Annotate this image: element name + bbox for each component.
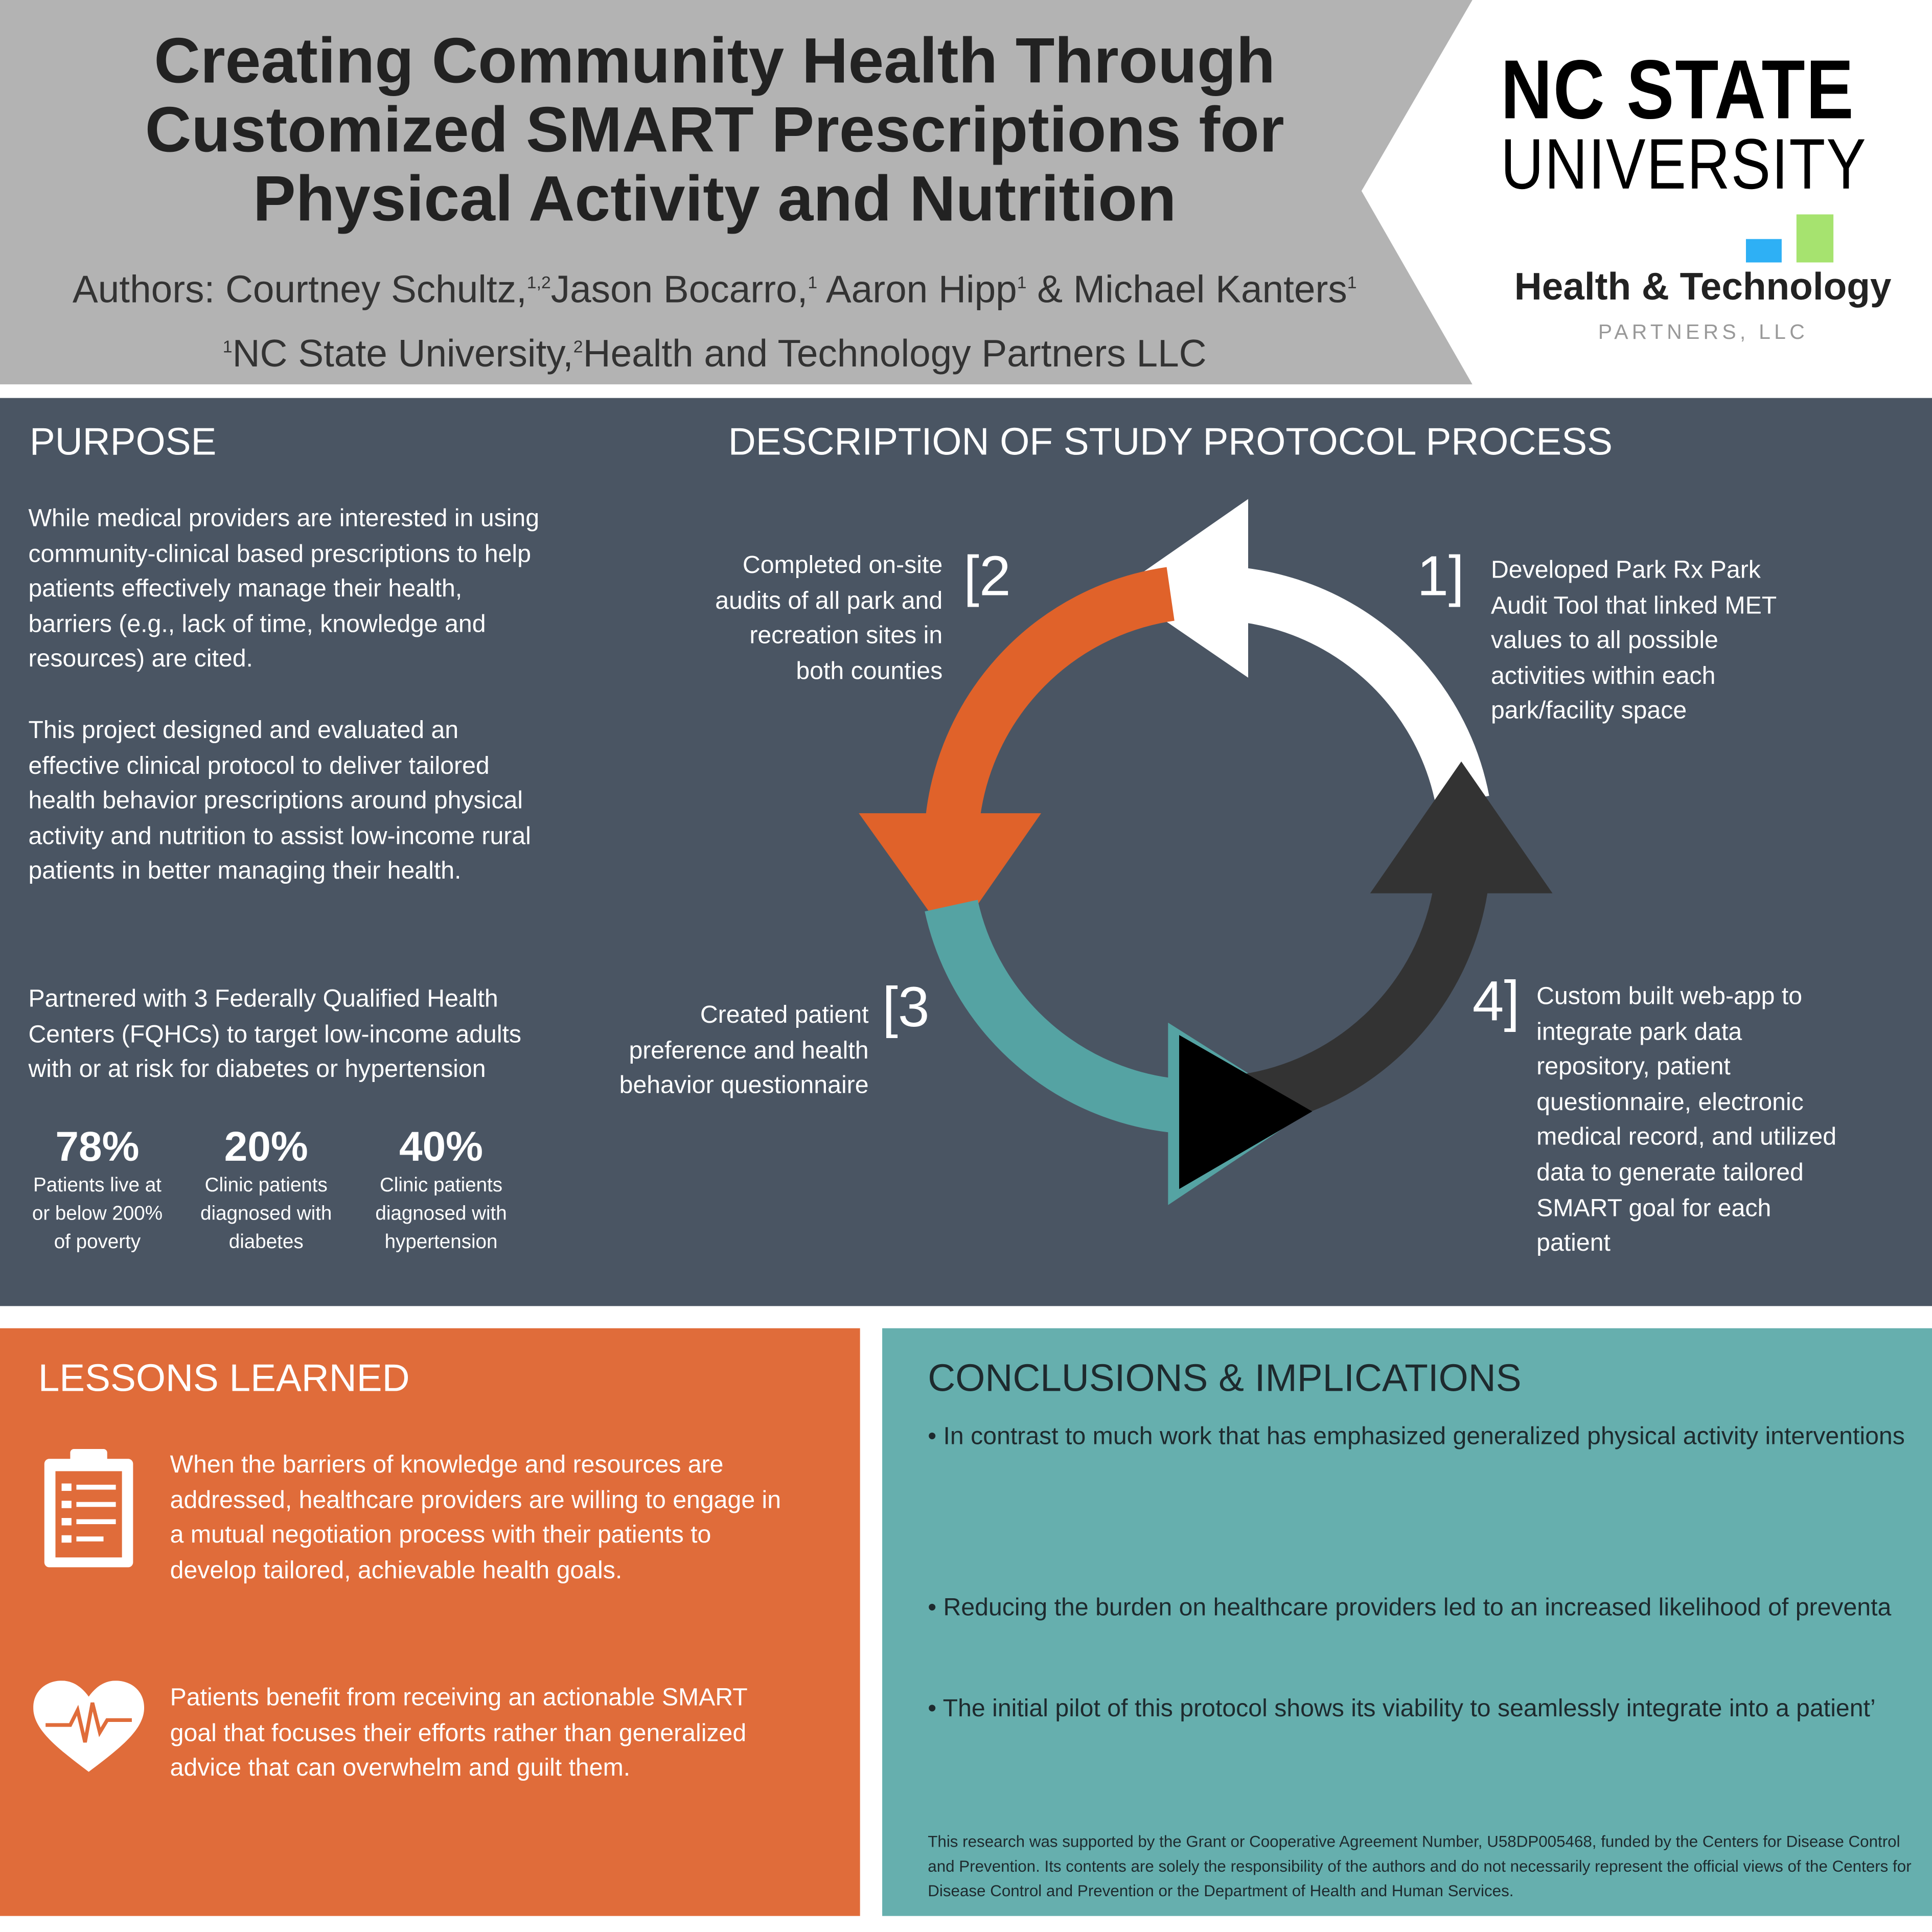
htp-logo-sub: PARTNERS, LLC [1598,320,1809,344]
stat-value: 20% [224,1123,308,1171]
purpose-paragraph-1: While medical providers are interested i… [28,505,540,674]
lesson-2-text: Patients benefit from receiving an actio… [170,1684,747,1782]
clipboard-icon [44,1448,133,1568]
affiliation: NC State University, [232,332,573,376]
author: Authors: Courtney Schultz, [72,267,527,311]
purpose-paragraph-2: This project designed and evaluated an e… [28,717,531,885]
htp-logo-green-bar [1796,214,1834,263]
step4-arc [1229,871,1490,1130]
step2-number: [2 [963,543,1011,608]
stat-value: 40% [399,1123,484,1171]
stat-label: Patients live at or below 200% of povert… [32,1175,163,1253]
protocol-heading: DESCRIPTION OF STUDY PROTOCOL PROCESS [728,420,1613,464]
step3-text: Created patient preference and health be… [619,1001,869,1099]
stat-value: 78% [55,1123,140,1171]
author: Aaron Hipp [825,267,1017,311]
step3-arc [925,900,1185,1134]
step1-text: Developed Park Rx Park Audit Tool that l… [1490,557,1777,725]
step2-arc [924,567,1175,839]
affiliation: Health and Technology Partners LLC [583,332,1207,376]
step4-arrowhead [1370,761,1553,893]
lessons-heading: LESSONS LEARNED [38,1356,410,1400]
step2-arrowhead [859,813,1042,943]
lesson-1-text: When the barriers of knowledge and resou… [170,1451,781,1584]
purpose-heading: PURPOSE [29,420,217,464]
step3-number: [3 [882,974,930,1039]
lessons-section [0,1328,860,1916]
authors-line: Authors: Courtney Schultz,1,2Jason Bocar… [25,254,1405,318]
conclusions-heading: CONCLUSIONS & IMPLICATIONS [928,1356,1522,1400]
stat-label: Clinic patients diagnosed with diabetes [200,1175,332,1253]
author: Jason Bocarro, [550,267,808,311]
stat-diabetes: 20% Clinic patients diagnosed with diabet… [197,1124,335,1257]
author: & Michael Kanters [1037,267,1347,311]
header-banner [0,0,1473,385]
step3-arrowhead [1179,1034,1313,1189]
author-sup: 1 [1017,272,1027,292]
funding-footnote: This research was supported by the Grant… [928,1832,1912,1900]
conclusion-bullet-1: • In contrast to much work that has emph… [928,1423,1905,1451]
conclusion-bullet-3: • The initial pilot of this protocol sho… [928,1695,1876,1723]
aff-sup: 1 [222,336,233,357]
step4-text: Custom built web-app to integrate park d… [1536,983,1837,1257]
title-line: Physical Activity and Nutrition [252,164,1177,236]
conclusion-bullet-2: • Reducing the burden on healthcare prov… [928,1594,1892,1622]
step4-number: 4] [1472,968,1520,1033]
author-sup: 1 [1347,272,1357,292]
title-line: Creating Community Health Through [154,26,1276,98]
step2-text: Completed on-site audits of all park and… [715,551,943,685]
htp-logo-name: Health & Technology [1514,265,1892,308]
step1-number: 1] [1417,543,1464,608]
ncstate-logo-line1: NC STATE [1501,43,1855,137]
affiliations-line: 1NC State University,2Health and Technol… [25,318,1405,383]
stat-label: Clinic patients diagnosed with hypertens… [375,1175,507,1253]
poster-title: Creating Community Health Through Custom… [25,27,1405,234]
stat-poverty: 78% Patients live at or below 200% of pov… [22,1124,172,1257]
heart-pulse-icon [33,1681,145,1772]
step1-arrowhead [1118,499,1249,678]
aff-sup: 2 [573,336,583,357]
author-sup: 1,2 [526,272,551,292]
conclusions-section: CONCLUSIONS & IMPLICATIONS • In contrast… [882,1328,1932,1916]
ncstate-logo-line2: UNIVERSITY [1501,124,1867,205]
stat-hypertension: 40% Clinic patients diagnosed with hypert… [355,1124,527,1257]
purpose-paragraph-3: Partnered with 3 Federally Qualified Hea… [28,985,522,1084]
htp-logo-blue-square [1745,239,1782,263]
title-line: Customized SMART Prescriptions for [145,95,1284,167]
author-sup: 1 [808,272,818,292]
authors-block: Authors: Courtney Schultz,1,2Jason Bocar… [25,254,1405,383]
